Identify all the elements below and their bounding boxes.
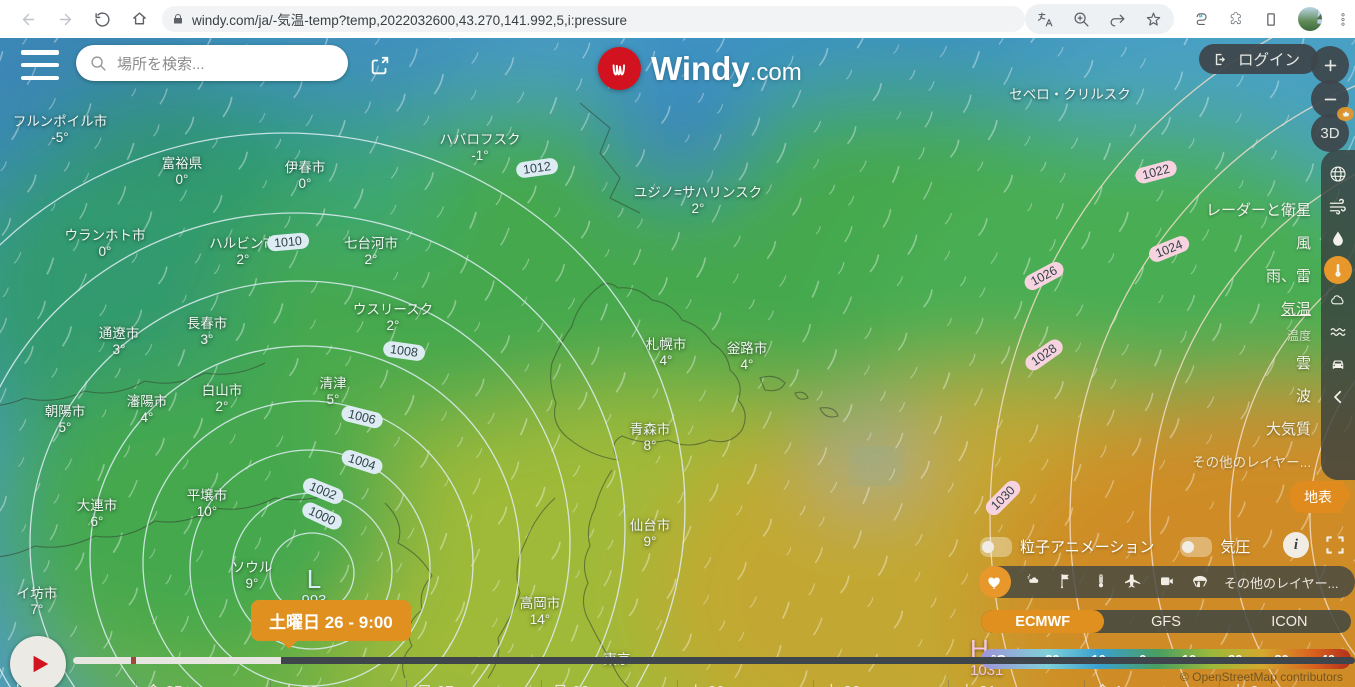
svg-text:M: M	[1199, 13, 1203, 18]
